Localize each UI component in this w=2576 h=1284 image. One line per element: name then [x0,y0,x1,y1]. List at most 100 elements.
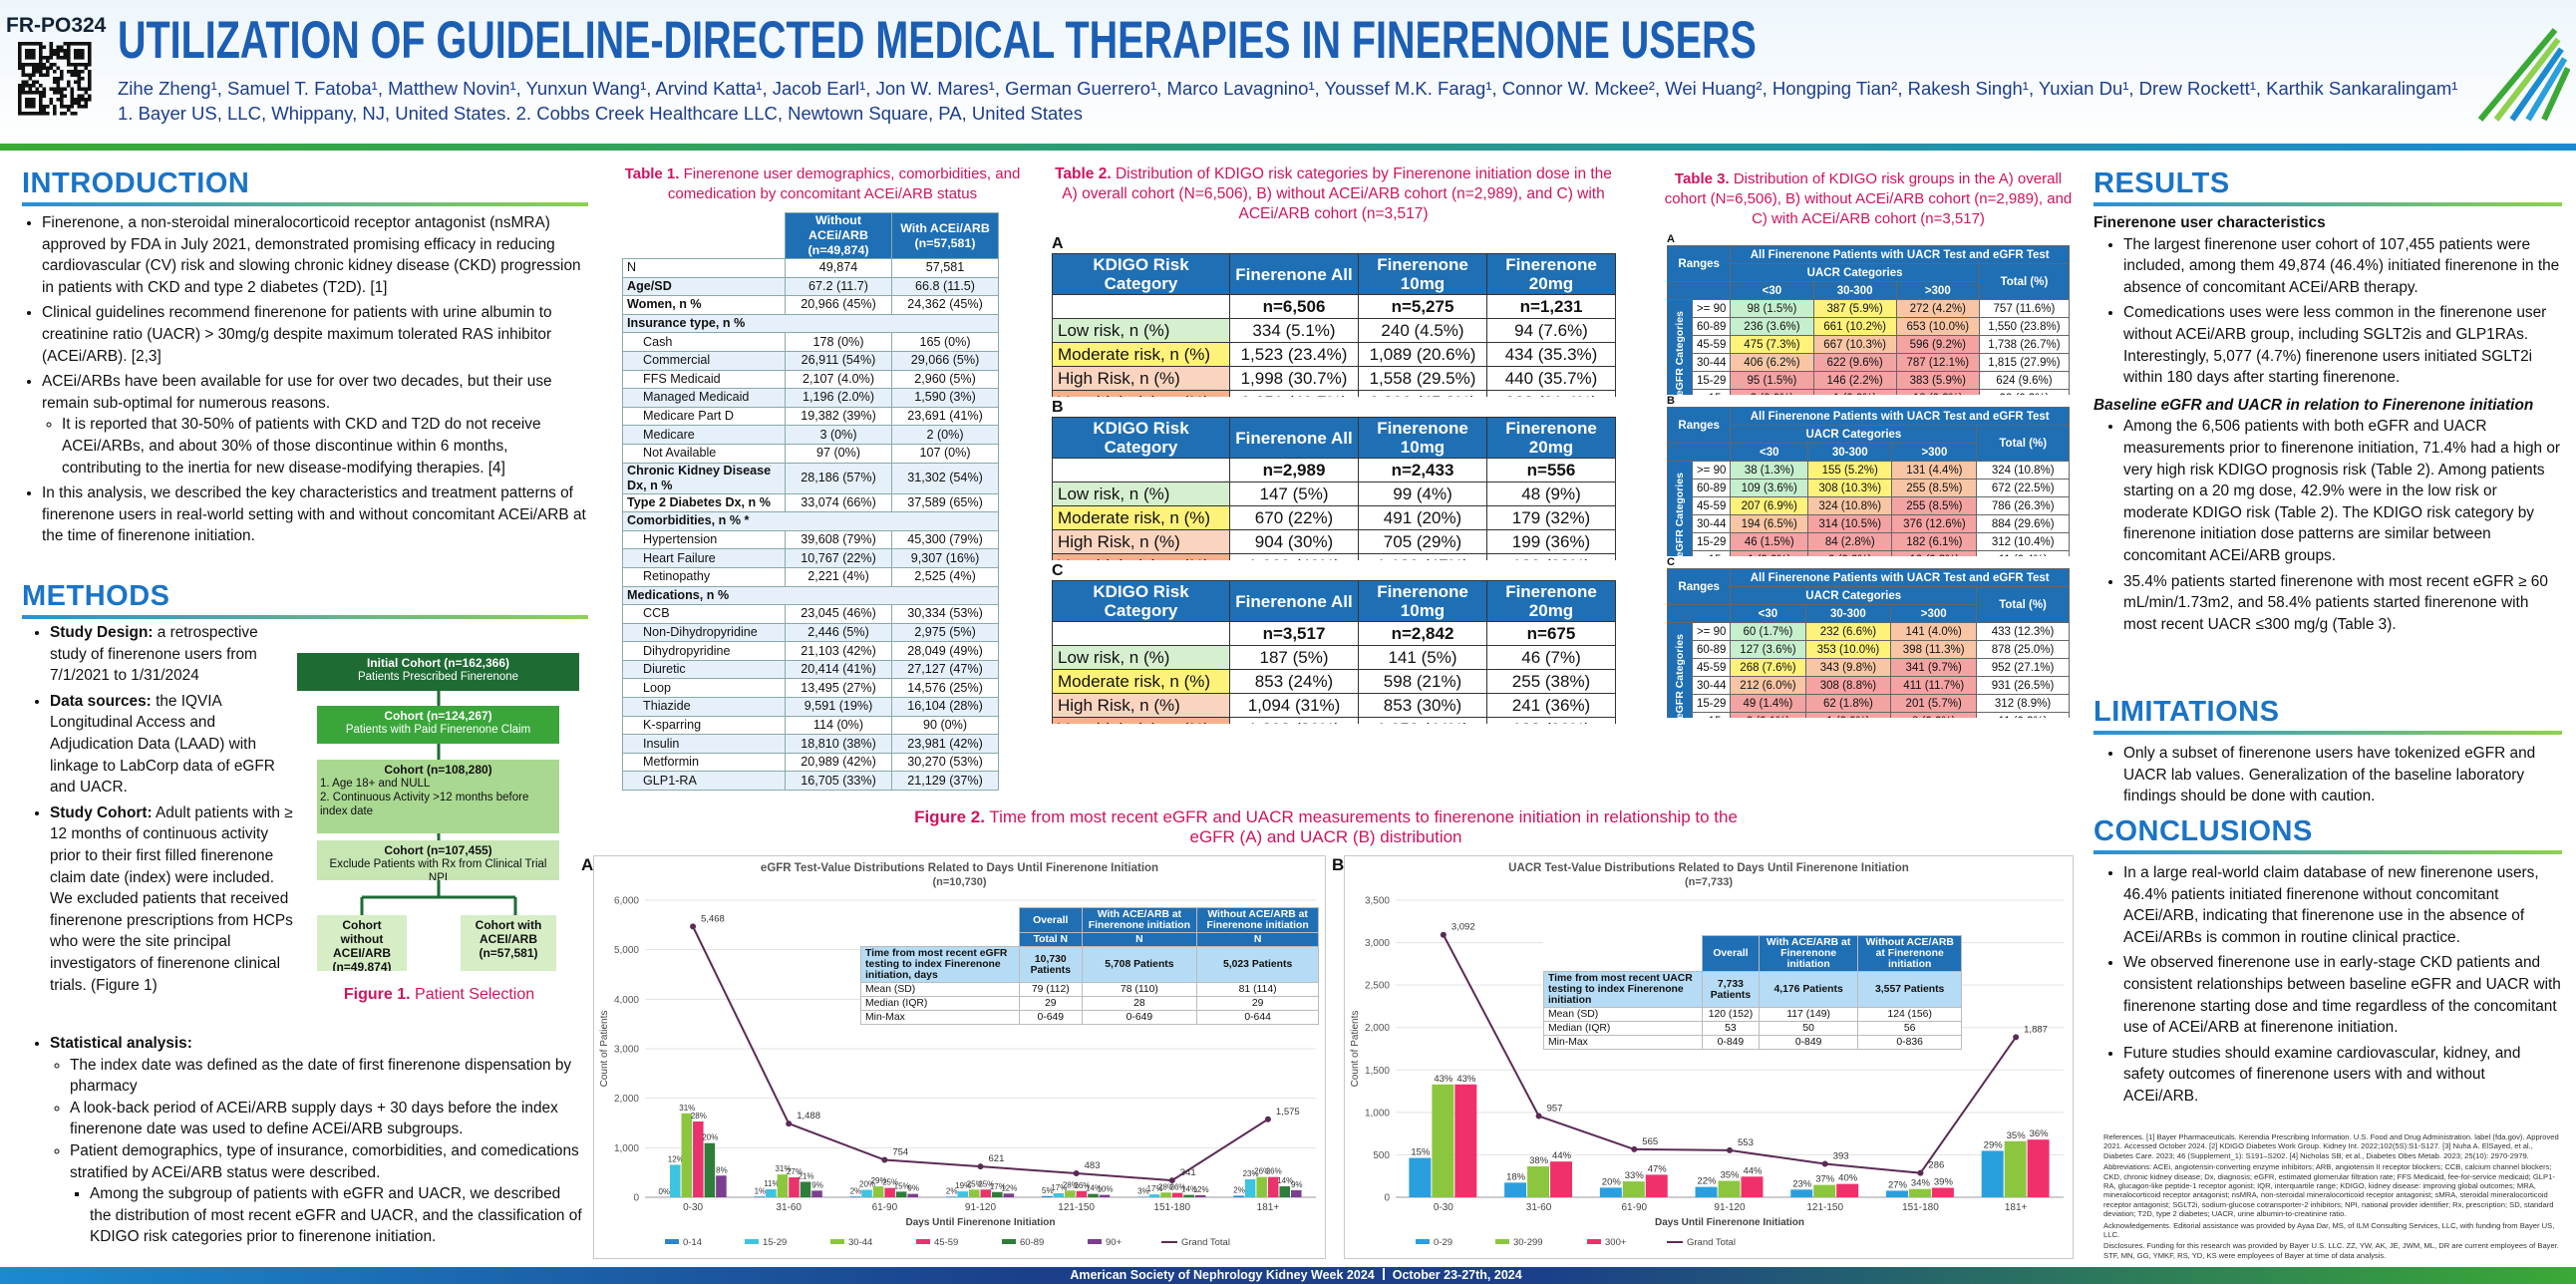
qr-cell [25,105,29,109]
qr-cell [67,105,71,109]
qr-cell [21,66,26,71]
column-header: Without ACEi/ARB (n=49,874) [785,212,892,259]
qr-cell [88,63,92,67]
cell: 117 (149) [1758,1007,1859,1022]
qr-cell [39,52,43,57]
row-label: Thiazide [622,697,786,717]
column-header: 30-300 [1804,604,1892,623]
qr-cell [49,98,54,102]
bar-value-label: 15% [1411,1147,1431,1158]
bullet-text: In this analysis, we described the key c… [42,484,586,545]
bullet-text: Patient demographics, type of insurance,… [70,1141,579,1181]
qr-cell [42,105,47,109]
legend-swatch [1416,1239,1430,1244]
y-tick-label: 5,000 [614,945,639,956]
cell: 376 (12.6%) [1891,514,1978,533]
bullet-list: It is reported that 30-50% of patients w… [42,414,588,479]
qr-cell [18,42,22,46]
cell: 931 (26.5%) [1976,676,2070,695]
qr-cell [25,63,29,67]
cell: 670 (22%) [1229,505,1359,530]
cell: 29 [1019,996,1083,1011]
row-label: Hypertension [622,529,786,550]
qr-cell [39,63,43,67]
legend-swatch [916,1239,930,1244]
blank-header [1667,443,1732,462]
qr-cell [56,87,61,92]
total-value-label: 1,488 [797,1111,820,1122]
qr-cell [88,45,92,50]
cell: 268 (7.6%) [1730,658,1806,677]
table-row: Loop 13,495 (27%) 14,576 (25%) [622,678,999,699]
qr-cell [18,87,22,92]
qr-cell [21,84,26,88]
cell: 411 (11.7%) [1890,676,1978,695]
row-label: Medications, n % [622,585,999,606]
cell: 48 (9%) [1486,482,1616,506]
legend-swatch [1495,1239,1509,1244]
qr-cell [25,91,29,95]
row-label: Metformin [622,752,786,773]
figure2-caption: Figure 2. Time from most recent eGFR and… [897,807,1755,851]
column-header: Finerenone 10mg [1358,580,1487,622]
cell: 23,045 (46%) [785,604,892,624]
qr-cell [60,73,64,78]
qr-cell [25,52,29,57]
bullet-text: Among the subgroup of patients with eGFR… [90,1185,582,1246]
bullet-item: Among the 6,506 patients with both eGFR … [2123,416,2562,566]
table-row: Moderate risk, n (%) 1,523 (23.4%) 1,089 (… [1052,342,1616,367]
cell: 130 (23%) [1486,553,1616,560]
bar-value-label: 28% [1158,1182,1174,1191]
qr-cell [39,94,43,99]
group-header: All Finerenone Patients with UACR Test a… [1730,568,2070,587]
bar-value-label: 39% [1934,1177,1954,1188]
qr-cell [81,56,85,60]
cell: 1,138 (47%) [1358,553,1487,560]
bar-value-label: 44% [1743,1165,1763,1176]
qr-cell [21,70,26,74]
qr-cell [39,112,43,116]
cell: 23,691 (41%) [891,406,999,427]
bar-value-label: 27% [1888,1179,1908,1190]
qr-cell [53,105,57,109]
total-value-label: 483 [1085,1160,1101,1171]
qr-cell [21,42,26,46]
qr-cell [42,112,47,116]
qr-cell [84,87,89,92]
cell: 98 (1.5%) [1730,299,1814,318]
bullet-list: Among the subgroup of patients with eGFR… [70,1183,584,1248]
qr-cell [18,66,22,71]
row-label: Low risk, n (%) [1052,645,1230,670]
qr-cell [67,42,71,46]
qr-cell [88,77,92,81]
cell: 0 (0.0%) [1807,550,1893,556]
cell: 24,362 (45%) [891,295,999,315]
qr-cell [70,42,75,46]
row-label: 45-59 [1691,496,1732,515]
qr-cell [46,66,50,71]
footer-bar [0,1267,2576,1284]
x-tick-label: 181+ [1257,1202,1280,1213]
bar [1432,1084,1454,1197]
table-row: Insulin 18,810 (38%) 23,981 (42%) [622,734,999,754]
x-tick-label: 121-150 [1806,1202,1843,1213]
table-row: 15-29 49 (1.4%) 62 (1.8%) 201 (5.7%) 312 (8.… [1668,694,2070,713]
cell: 255 (8.5%) [1891,496,1978,515]
row-label: Diuretic [622,659,786,680]
x-tick-label: 61-90 [872,1202,898,1213]
bar-value-label: 26% [1266,1167,1282,1176]
bar-value-label: 31% [679,1104,695,1113]
qr-cell [39,56,43,60]
total-point [1168,1177,1175,1184]
header-code: FR-PO324 [6,14,107,37]
qr-cell [21,112,26,116]
cell: 18,810 (38%) [785,734,892,754]
row-label: <15 [1691,550,1732,556]
qr-cell [67,52,71,57]
bullet-item: ACEi/ARBs have been available for use fo… [42,371,588,479]
qr-cell [39,98,43,102]
table-row: GLP1-RA 16,705 (33%) 21,129 (37%) [622,771,999,791]
qr-cell [81,63,85,67]
